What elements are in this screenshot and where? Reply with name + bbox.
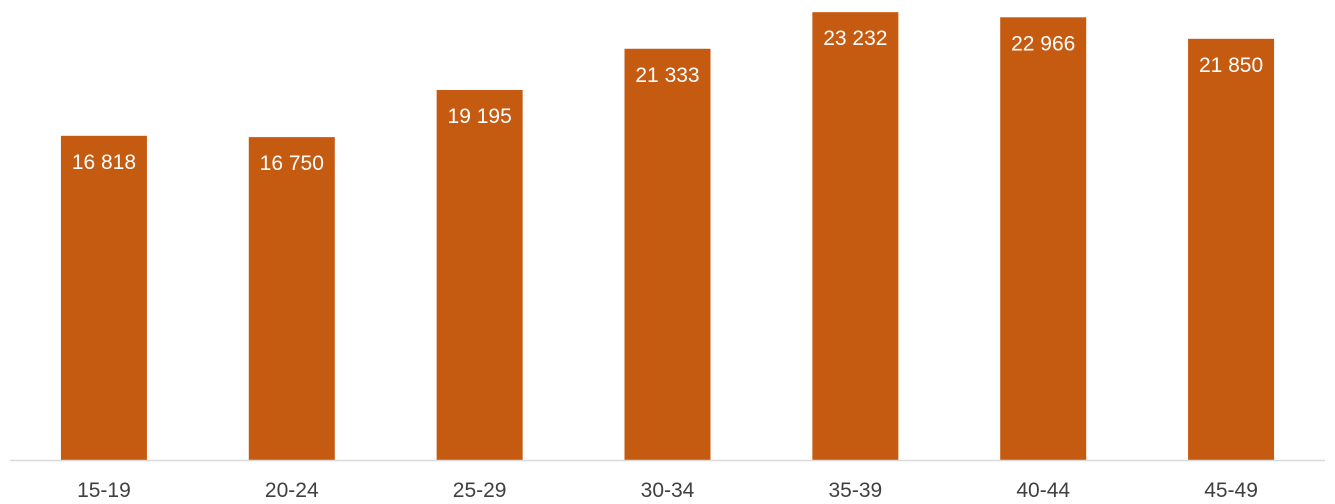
x-tick-label-20-24: 20-24 — [265, 479, 319, 502]
data-label-40-44: 22 966 — [1011, 32, 1075, 55]
data-label-25-29: 19 195 — [448, 105, 512, 128]
data-labels-group: 16 818 16 750 19 195 21 333 23 232 22 966 21 8… — [72, 27, 1263, 175]
data-label-15-19: 16 818 — [72, 151, 136, 174]
x-tick-label-25-29: 25-29 — [453, 479, 507, 502]
bars-group — [60, 12, 1275, 461]
bar-25-29 — [436, 89, 523, 461]
x-tick-label-30-34: 30-34 — [641, 479, 695, 502]
data-label-35-39: 23 232 — [823, 27, 887, 50]
data-label-30-34: 21 333 — [635, 64, 699, 87]
data-label-20-24: 16 750 — [260, 152, 324, 175]
x-tick-label-45-49: 45-49 — [1204, 479, 1258, 502]
x-tick-label-35-39: 35-39 — [829, 479, 883, 502]
x-tick-label-40-44: 40-44 — [1016, 479, 1070, 502]
data-label-45-49: 21 850 — [1199, 54, 1263, 77]
x-tick-labels-group: 15-19 20-24 25-29 30-34 35-39 40-44 45-49 — [77, 479, 1258, 502]
bar-40-44 — [1000, 17, 1087, 460]
bar-35-39 — [812, 12, 899, 460]
bar-20-24 — [248, 137, 335, 460]
bar-45-49 — [1188, 38, 1275, 461]
bar-30-34 — [624, 48, 711, 461]
bar-15-19 — [60, 135, 147, 460]
x-tick-label-15-19: 15-19 — [77, 479, 131, 502]
